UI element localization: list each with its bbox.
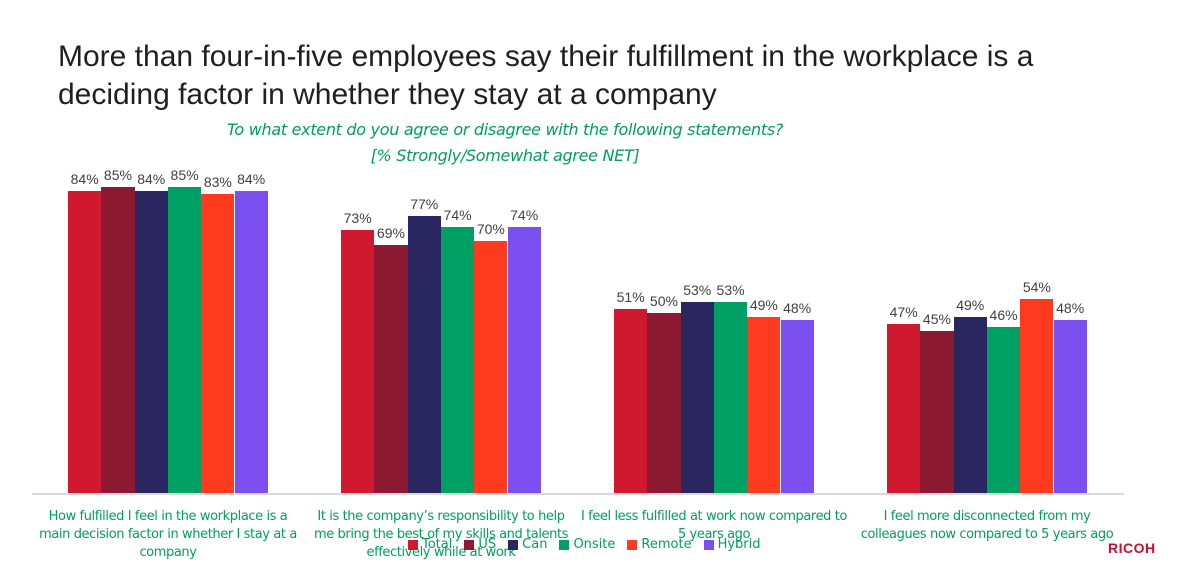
bar-us (101, 187, 135, 493)
bar-onsite (440, 226, 475, 493)
data-label: 51% (616, 289, 645, 306)
bar-can (953, 316, 987, 493)
data-label: 46% (989, 307, 1018, 324)
data-label: 74% (510, 206, 539, 223)
legend-item-us: US (464, 537, 496, 552)
data-label: 49% (749, 296, 778, 313)
data-label: 84% (237, 170, 266, 187)
category-label: I feel more disconnected from my colleag… (860, 509, 1114, 542)
data-label: 85% (170, 167, 199, 183)
data-label: 84% (70, 170, 99, 187)
legend-label: US (478, 537, 497, 552)
plot-area: 84% 85% 84% 85% 83% 84% 73% 69% 77% 74% 70% 74% 51% 5… (32, 150, 1124, 493)
data-label: 53% (716, 282, 745, 299)
legend-item-onsite: Onsite (559, 537, 615, 552)
bar-hybrid (507, 226, 541, 493)
bar-onsite (986, 327, 1021, 493)
chart-measure: [% Strongly/Somewhat agree NET] (370, 146, 640, 165)
data-label: 73% (343, 210, 372, 227)
data-label: 70% (476, 221, 505, 237)
data-label: 47% (889, 303, 918, 320)
data-label: 54% (1022, 278, 1051, 295)
bar-remote (747, 316, 781, 493)
bar-total (887, 323, 921, 493)
data-label: 77% (410, 195, 439, 212)
bar-total (341, 230, 375, 493)
ricoh-logo: RICOH (1108, 540, 1156, 556)
bar-can (134, 190, 168, 493)
bar-remote (474, 241, 508, 493)
bar-us (647, 313, 681, 493)
chart-question: To what extent do you agree or disagree … (226, 120, 784, 139)
legend-label: Remote (641, 537, 692, 552)
bar-can (680, 302, 714, 493)
legend-swatch-icon (703, 539, 714, 550)
legend: Total US Can Onsite Remote Hybrid (408, 537, 761, 552)
bar-remote (1020, 298, 1054, 493)
bar-total (614, 309, 648, 493)
legend-item-can: Can (508, 537, 547, 552)
legend-swatch-icon (464, 539, 475, 550)
bar-us (374, 244, 408, 493)
legend-swatch-icon (627, 539, 638, 550)
category-label: It is the company’s responsibility to he… (313, 509, 569, 560)
data-label: 74% (443, 206, 472, 223)
data-label: 69% (376, 224, 405, 241)
legend-swatch-icon (508, 539, 519, 550)
bar-onsite (167, 187, 202, 493)
data-label: 85% (103, 167, 132, 183)
legend-item-hybrid: Hybrid (703, 537, 761, 552)
legend-label: Can (522, 537, 548, 552)
data-label: 45% (922, 311, 951, 327)
category-label: I feel less fulfilled at work now compar… (580, 509, 847, 542)
data-label: 48% (1056, 300, 1085, 317)
bar-remote (201, 194, 235, 493)
data-label: 48% (783, 300, 812, 317)
data-label: 84% (137, 170, 166, 187)
bar-hybrid (780, 320, 814, 493)
legend-swatch-icon (408, 539, 418, 550)
bar-total (68, 190, 102, 493)
legend-label: Total (422, 537, 453, 552)
bar-hybrid (1053, 320, 1087, 493)
category-label: How fulfilled I feel in the workplace is… (39, 509, 297, 560)
bar-can (407, 215, 441, 493)
data-label: 49% (956, 296, 985, 313)
data-label: 50% (649, 293, 678, 309)
legend-swatch-icon (559, 539, 570, 550)
page-title: More than four-in-five employees say the… (58, 40, 1034, 111)
legend-item-remote: Remote (627, 537, 692, 552)
bar-us (920, 331, 954, 493)
bar-onsite (713, 302, 748, 493)
legend-label: Onsite (573, 537, 616, 552)
bar-hybrid (234, 190, 268, 493)
data-label: 83% (203, 174, 232, 191)
x-axis-line (32, 493, 1124, 495)
data-label: 53% (683, 282, 712, 299)
legend-label: Hybrid (717, 537, 761, 552)
legend-item-total: Total (408, 537, 452, 552)
